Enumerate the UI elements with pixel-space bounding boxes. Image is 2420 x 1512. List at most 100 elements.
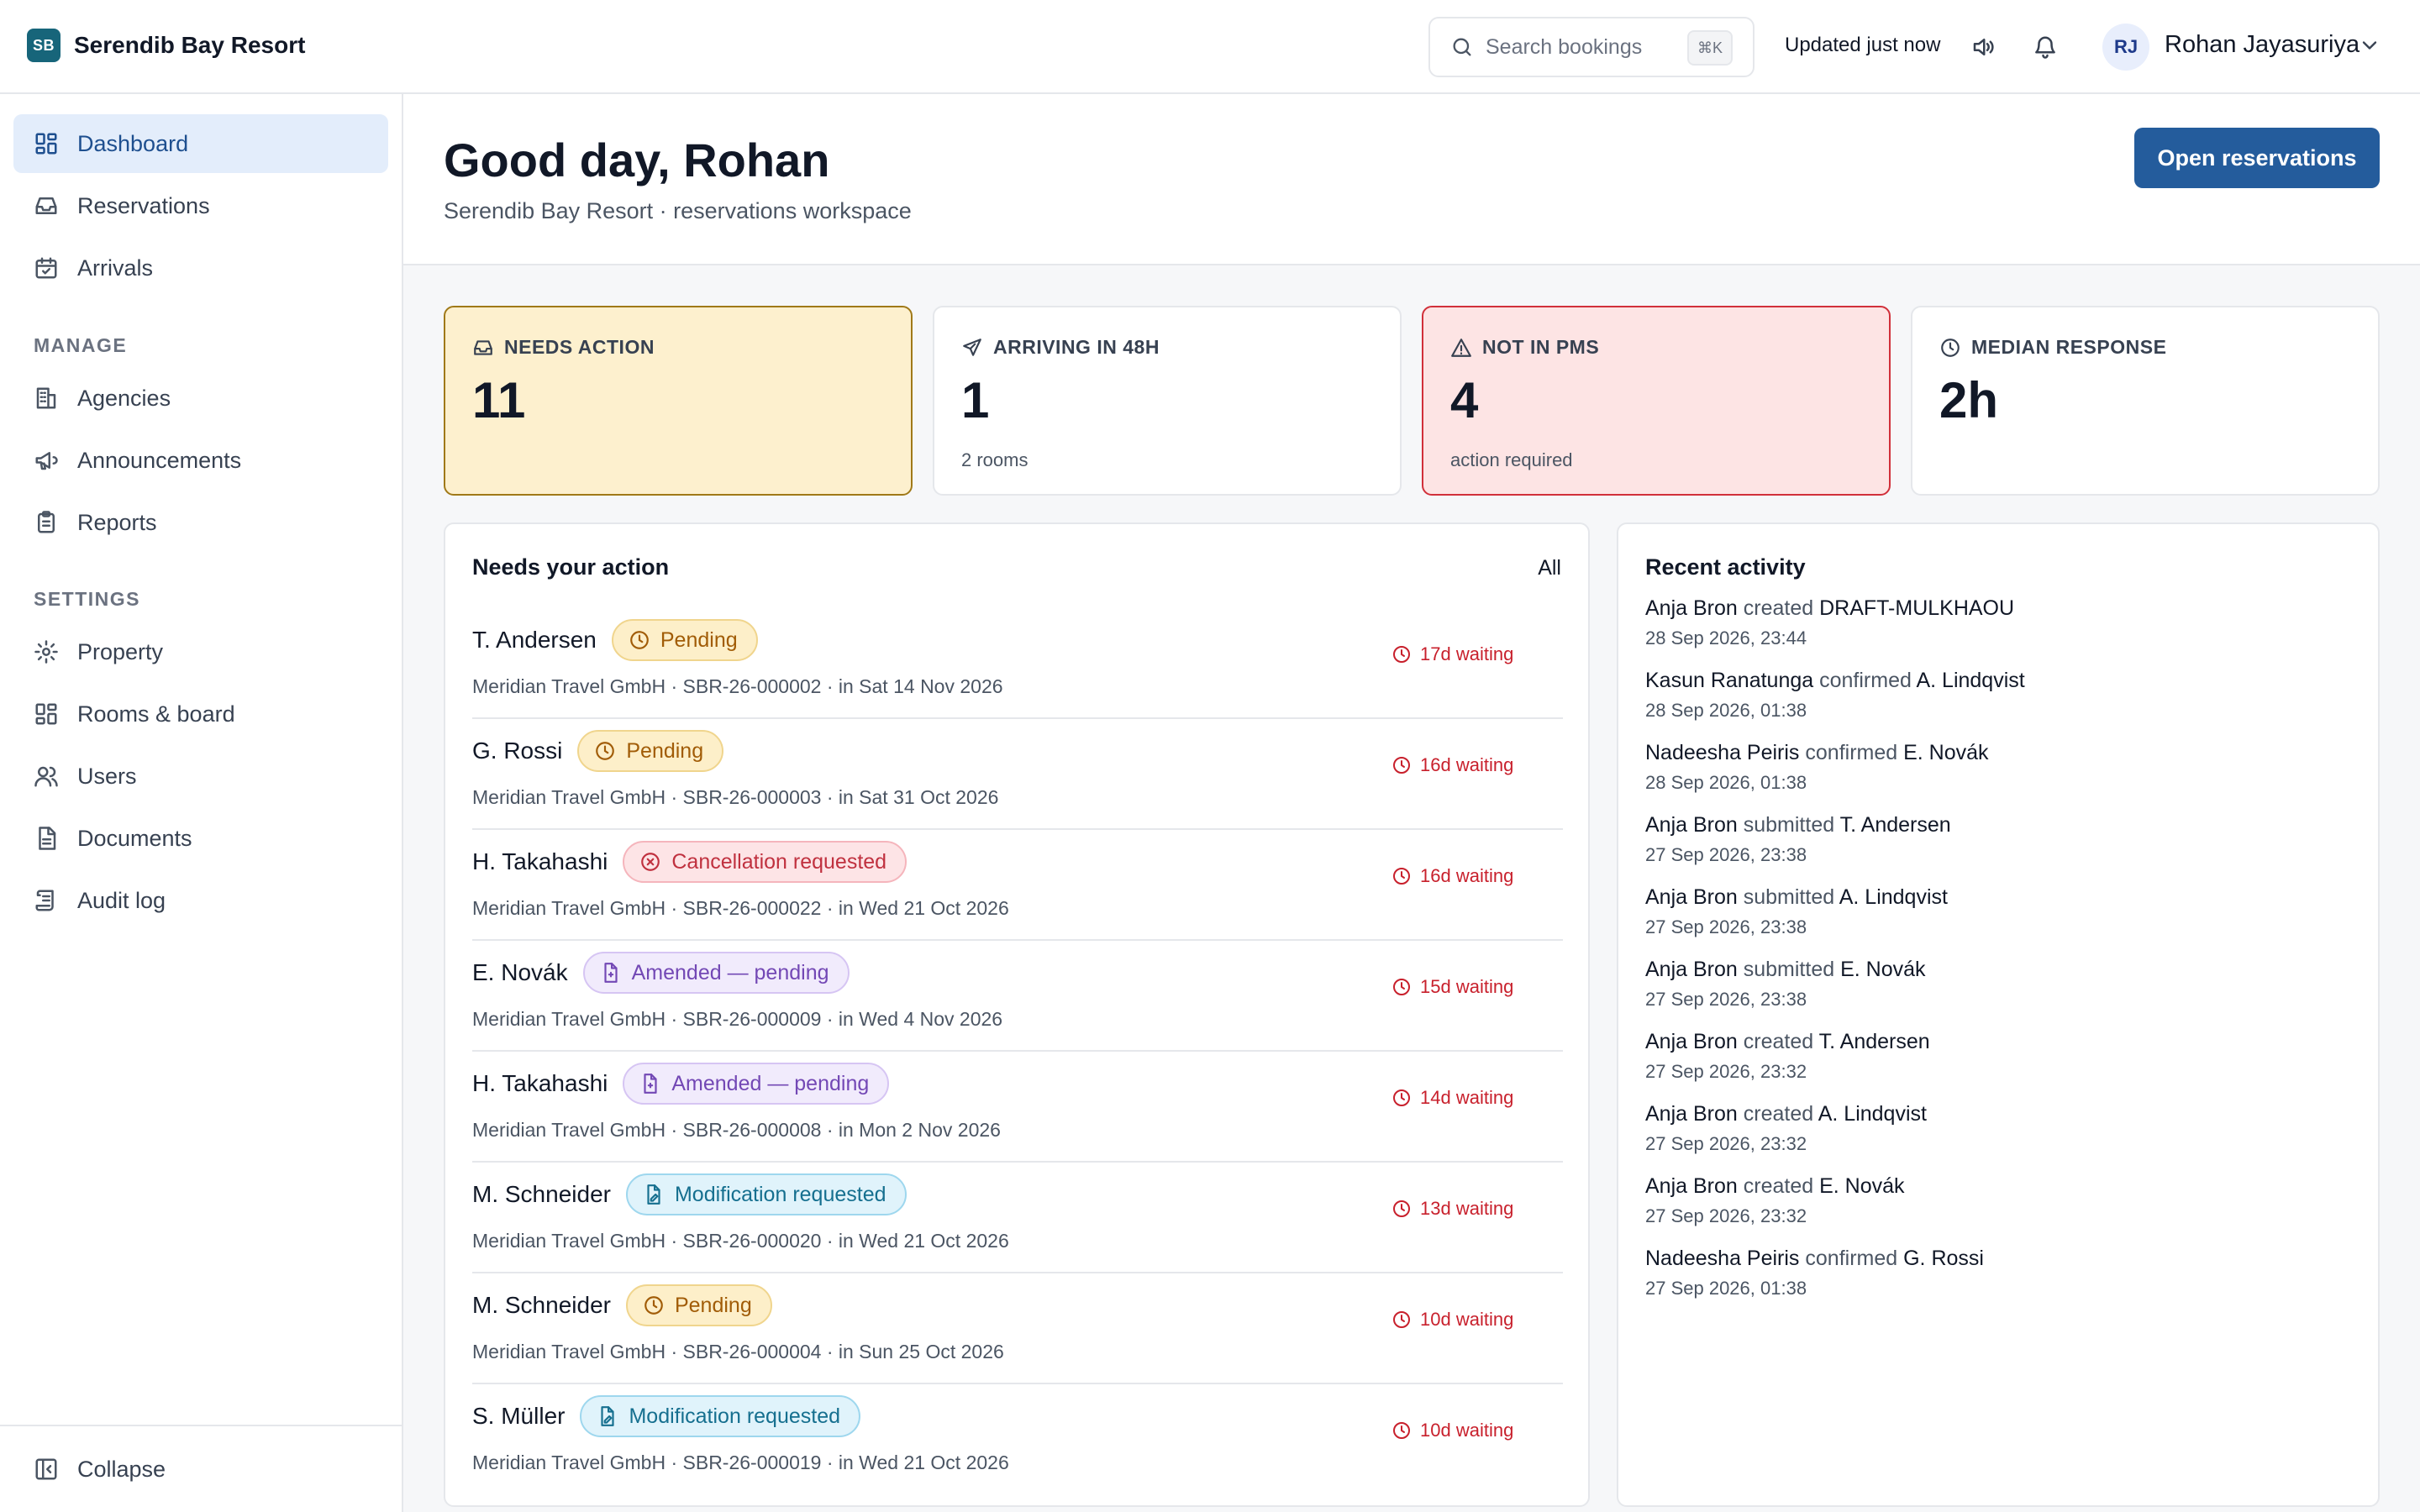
list-item[interactable]: Nadeesha Peiris confirmed G. Rossi 27 Se… [1645, 1247, 2351, 1299]
table-row[interactable]: M. Schneider Modification requested Meri… [472, 1163, 1563, 1273]
search-input[interactable]: Search bookings ⌘K [1428, 17, 1754, 77]
clock-icon [1392, 1420, 1412, 1441]
waiting-indicator: 15d waiting [1392, 976, 1513, 998]
status-badge: Pending [611, 619, 758, 661]
activity-time: 27 Sep 2026, 23:38 [1645, 989, 1807, 1010]
list-item[interactable]: Anja Bron created A. Lindqvist 27 Sep 20… [1645, 1102, 2351, 1155]
activity-time: 27 Sep 2026, 23:38 [1645, 844, 1807, 865]
activity-target: E. Novák [1903, 741, 1989, 764]
stat-card-needs-action[interactable]: NEEDS ACTION 11 [444, 306, 913, 496]
stat-sub: action required [1450, 449, 1573, 470]
stat-label: NEEDS ACTION [504, 336, 655, 358]
sound-icon[interactable] [1968, 32, 1998, 62]
status-badge: Pending [625, 1284, 772, 1326]
sidebar-item-label: Reports [77, 509, 157, 535]
file-edit-icon [639, 1073, 661, 1095]
activity-time: 27 Sep 2026, 23:32 [1645, 1061, 1807, 1082]
list-item[interactable]: Kasun Ranatunga confirmed A. Lindqvist 2… [1645, 669, 2351, 722]
clock-icon [1392, 644, 1412, 664]
sidebar-item-audit-log[interactable]: Audit log [13, 871, 388, 930]
brand-logo: SB [27, 29, 60, 62]
table-row[interactable]: G. Rossi Pending Meridian Travel GmbH · … [472, 719, 1563, 830]
waiting-label: 16d waiting [1420, 754, 1514, 775]
sidebar-item-announcements[interactable]: Announcements [13, 431, 388, 490]
list-item[interactable]: Anja Bron created DRAFT-MULKHAOU 28 Sep … [1645, 596, 2351, 649]
user-name[interactable]: Rohan Jayasuriya [2165, 31, 2360, 58]
list-item[interactable]: Anja Bron submitted T. Andersen 27 Sep 2… [1645, 813, 2351, 866]
sidebar-item-label: Users [77, 763, 137, 789]
sidebar-item-property[interactable]: Property [13, 622, 388, 681]
document-icon [34, 826, 59, 851]
table-row[interactable]: S. Müller Modification requested Meridia… [472, 1384, 1563, 1495]
open-reservations-button[interactable]: Open reservations [2134, 128, 2380, 188]
collapse-label: Collapse [77, 1456, 166, 1482]
sidebar-item-dashboard[interactable]: Dashboard [13, 114, 388, 173]
activity-verb: submitted [1743, 958, 1835, 981]
activity-time: 28 Sep 2026, 01:38 [1645, 772, 1807, 793]
stat-card-not-in-pms[interactable]: NOT IN PMS 4 action required [1422, 306, 1891, 496]
panel-title: Recent activity [1645, 554, 1806, 580]
status-badge: Pending [577, 730, 724, 772]
file-pen-icon [597, 1405, 618, 1427]
sidebar-item-arrivals[interactable]: Arrivals [13, 239, 388, 297]
status-label: Pending [660, 627, 738, 652]
table-row[interactable]: H. Takahashi Amended — pending Meridian … [472, 1052, 1563, 1163]
sidebar-item-agencies[interactable]: Agencies [13, 369, 388, 428]
search-icon [1450, 35, 1474, 59]
stat-card-arriving[interactable]: ARRIVING IN 48H 1 2 rooms [933, 306, 1402, 496]
clock-icon [643, 1294, 665, 1316]
recent-activity-panel: Recent activity Anja Bron created DRAFT-… [1617, 522, 2380, 1507]
sidebar-item-label: Agencies [77, 385, 171, 411]
updated-status: Updated just now [1785, 34, 1941, 56]
activity-actor: Anja Bron [1645, 813, 1738, 837]
chevron-down-icon[interactable] [2358, 34, 2381, 57]
activity-verb: created [1743, 1102, 1814, 1126]
clock-icon [594, 740, 616, 762]
collapse-button[interactable]: Collapse [13, 1440, 388, 1499]
sidebar-item-label: Reservations [77, 192, 210, 218]
brand[interactable]: SB Serendib Bay Resort [27, 29, 305, 62]
sidebar-item-reservations[interactable]: Reservations [13, 176, 388, 235]
stat-card-median-response[interactable]: MEDIAN RESPONSE 2h [1911, 306, 2380, 496]
table-row[interactable]: T. Andersen Pending Meridian Travel GmbH… [472, 608, 1563, 719]
table-row[interactable]: H. Takahashi Cancellation requested Meri… [472, 830, 1563, 941]
activity-actor: Nadeesha Peiris [1645, 1247, 1800, 1270]
top-bar: SB Serendib Bay Resort Search bookings ⌘… [0, 0, 2420, 94]
booking-meta: Meridian Travel GmbH · SBR-26-000020 · i… [472, 1230, 1009, 1252]
sidebar-item-rooms-board[interactable]: Rooms & board [13, 685, 388, 743]
stat-label: NOT IN PMS [1482, 336, 1600, 358]
sidebar-item-users[interactable]: Users [13, 747, 388, 806]
list-item[interactable]: Nadeesha Peiris confirmed E. Novák 28 Se… [1645, 741, 2351, 794]
view-all-link[interactable]: All [1538, 556, 1561, 580]
activity-target: E. Novák [1819, 1174, 1905, 1198]
list-item[interactable]: Anja Bron submitted A. Lindqvist 27 Sep … [1645, 885, 2351, 938]
clock-icon [629, 629, 650, 651]
activity-target: T. Andersen [1839, 813, 1951, 837]
stat-sub: 2 rooms [961, 449, 1028, 470]
activity-time: 27 Sep 2026, 23:32 [1645, 1205, 1807, 1226]
activity-time: 28 Sep 2026, 01:38 [1645, 700, 1807, 721]
list-item[interactable]: Anja Bron submitted E. Novák 27 Sep 2026… [1645, 958, 2351, 1011]
activity-verb: confirmed [1805, 741, 1898, 764]
waiting-indicator: 17d waiting [1392, 643, 1513, 665]
clock-icon [1392, 977, 1412, 997]
waiting-indicator: 13d waiting [1392, 1198, 1513, 1220]
table-row[interactable]: E. Novák Amended — pending Meridian Trav… [472, 941, 1563, 1052]
bell-icon[interactable] [2030, 32, 2060, 62]
sidebar-item-reports[interactable]: Reports [13, 493, 388, 552]
guest-name: M. Schneider [472, 1292, 611, 1318]
file-pen-icon [643, 1184, 665, 1205]
sidebar-item-documents[interactable]: Documents [13, 809, 388, 868]
sidebar-item-label: Rooms & board [77, 701, 235, 727]
table-row[interactable]: M. Schneider Pending Meridian Travel Gmb… [472, 1273, 1563, 1384]
guest-name: G. Rossi [472, 738, 563, 764]
activity-verb: submitted [1743, 813, 1835, 837]
list-item[interactable]: Anja Bron created T. Andersen 27 Sep 202… [1645, 1030, 2351, 1083]
status-badge: Amended — pending [623, 1063, 890, 1105]
sidebar-item-label: Property [77, 638, 164, 664]
waiting-indicator: 10d waiting [1392, 1420, 1513, 1441]
search-placeholder: Search bookings [1486, 34, 1643, 59]
avatar[interactable]: RJ [2102, 24, 2149, 71]
list-item[interactable]: Anja Bron created E. Novák 27 Sep 2026, … [1645, 1174, 2351, 1227]
booking-meta: Meridian Travel GmbH · SBR-26-000008 · i… [472, 1119, 1001, 1141]
